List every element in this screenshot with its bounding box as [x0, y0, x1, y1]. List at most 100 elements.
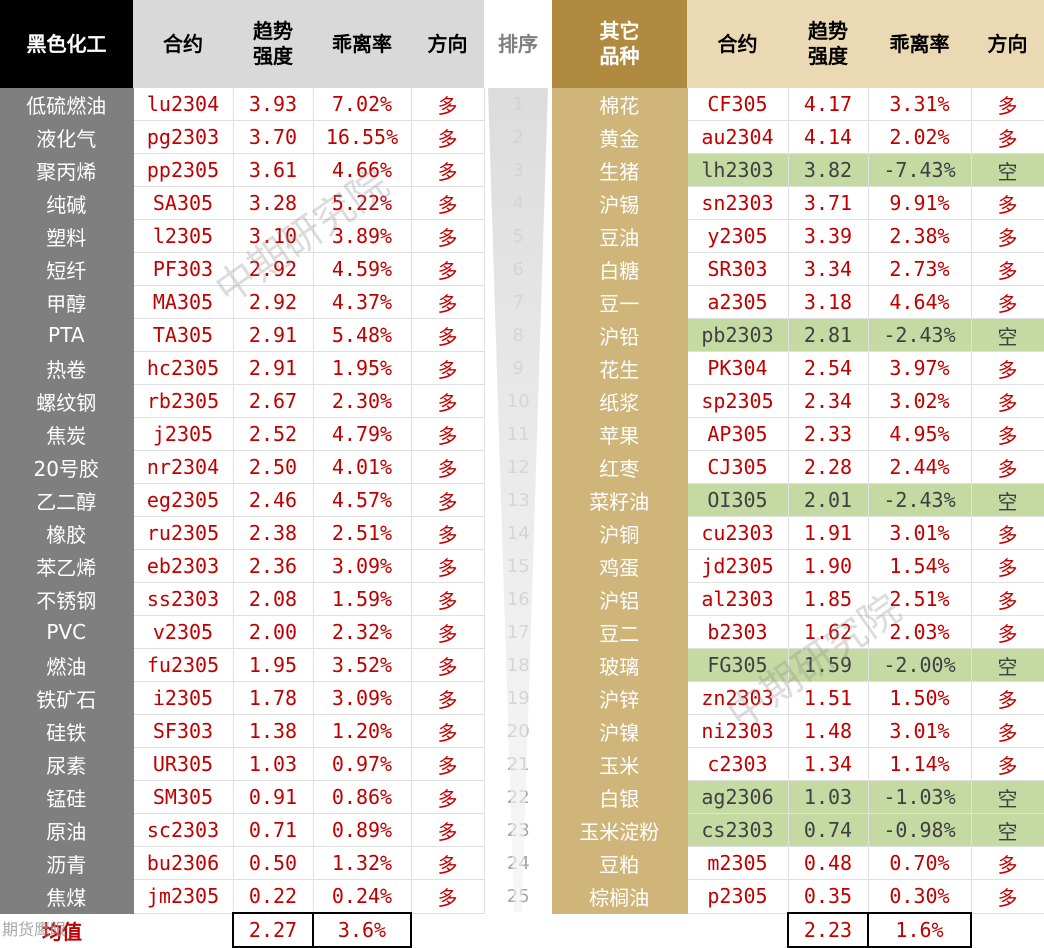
left-strength[interactable]: 2.52: [233, 417, 314, 451]
right-contract[interactable]: au2304: [687, 120, 789, 154]
rank-number[interactable]: 8: [512, 324, 524, 346]
left-contract[interactable]: SM305: [133, 780, 234, 814]
rank-number[interactable]: 25: [506, 885, 530, 907]
rank-number[interactable]: 18: [506, 654, 530, 676]
right-contract[interactable]: a2305: [687, 285, 789, 319]
right-strength[interactable]: 4.14: [788, 120, 869, 154]
left-category-name[interactable]: 纯碱: [0, 186, 134, 220]
left-contract[interactable]: hc2305: [133, 351, 234, 385]
right-strength[interactable]: 1.85: [788, 582, 869, 616]
right-contract[interactable]: FG305: [687, 648, 789, 682]
left-category-name[interactable]: PTA: [0, 318, 134, 352]
left-average-strength[interactable]: 2.27: [232, 912, 314, 948]
left-direction[interactable]: 多: [411, 516, 485, 550]
right-category-name[interactable]: 沪锌: [552, 681, 688, 715]
right-strength[interactable]: 3.82: [788, 153, 869, 187]
left-strength[interactable]: 2.92: [233, 252, 314, 286]
right-strength[interactable]: 1.59: [788, 648, 869, 682]
right-direction[interactable]: 多: [971, 879, 1044, 914]
right-direction[interactable]: 多: [971, 615, 1044, 649]
right-category-name[interactable]: 豆粕: [552, 846, 688, 880]
left-strength[interactable]: 1.95: [233, 648, 314, 682]
left-category-name[interactable]: 铁矿石: [0, 681, 134, 715]
right-deviation[interactable]: 3.01%: [868, 714, 972, 748]
left-strength[interactable]: 2.50: [233, 450, 314, 484]
left-category-name[interactable]: 沥青: [0, 846, 134, 880]
right-direction[interactable]: 空: [971, 648, 1044, 682]
left-direction[interactable]: 多: [411, 714, 485, 748]
left-deviation[interactable]: 0.86%: [313, 780, 412, 814]
right-category-name[interactable]: 花生: [552, 351, 688, 385]
right-direction[interactable]: 多: [971, 417, 1044, 451]
left-contract[interactable]: TA305: [133, 318, 234, 352]
rank-number[interactable]: 3: [512, 159, 524, 181]
right-category-name[interactable]: 红枣: [552, 450, 688, 484]
right-strength[interactable]: 1.90: [788, 549, 869, 583]
left-category-name[interactable]: 焦炭: [0, 417, 134, 451]
right-contract[interactable]: CF305: [687, 88, 789, 121]
right-direction[interactable]: 多: [971, 88, 1044, 121]
left-contract[interactable]: PF303: [133, 252, 234, 286]
left-contract[interactable]: v2305: [133, 615, 234, 649]
right-deviation[interactable]: 0.30%: [868, 879, 972, 914]
right-contract[interactable]: ag2306: [687, 780, 789, 814]
left-contract[interactable]: rb2305: [133, 384, 234, 418]
left-deviation[interactable]: 4.79%: [313, 417, 412, 451]
right-deviation[interactable]: 2.38%: [868, 219, 972, 253]
right-strength[interactable]: 2.34: [788, 384, 869, 418]
right-category-name[interactable]: 沪镍: [552, 714, 688, 748]
right-contract[interactable]: c2303: [687, 747, 789, 781]
right-deviation[interactable]: 3.97%: [868, 351, 972, 385]
left-category-name[interactable]: 尿素: [0, 747, 134, 781]
right-category-name[interactable]: 玉米: [552, 747, 688, 781]
header-right-deviation[interactable]: 乖离率: [868, 0, 971, 88]
right-contract[interactable]: p2305: [687, 879, 789, 914]
left-direction[interactable]: 多: [411, 120, 485, 154]
left-strength[interactable]: 3.28: [233, 186, 314, 220]
left-contract[interactable]: ru2305: [133, 516, 234, 550]
left-deviation[interactable]: 3.89%: [313, 219, 412, 253]
left-direction[interactable]: 多: [411, 615, 485, 649]
header-right-strength[interactable]: 趋势 强度: [788, 0, 868, 88]
header-left-category[interactable]: 黑色化工: [0, 0, 133, 88]
left-direction[interactable]: 多: [411, 285, 485, 319]
rank-number[interactable]: 24: [506, 852, 530, 874]
left-contract[interactable]: eg2305: [133, 483, 234, 517]
right-strength[interactable]: 1.03: [788, 780, 869, 814]
right-strength[interactable]: 1.91: [788, 516, 869, 550]
rank-number[interactable]: 15: [506, 555, 530, 577]
right-strength[interactable]: 0.74: [788, 813, 869, 847]
left-contract[interactable]: fu2305: [133, 648, 234, 682]
header-right-direction[interactable]: 方向: [971, 0, 1044, 88]
right-direction[interactable]: 多: [971, 516, 1044, 550]
left-strength[interactable]: 3.10: [233, 219, 314, 253]
left-strength[interactable]: 1.38: [233, 714, 314, 748]
left-direction[interactable]: 多: [411, 813, 485, 847]
left-category-name[interactable]: 原油: [0, 813, 134, 847]
rank-number[interactable]: 17: [506, 621, 530, 643]
left-strength[interactable]: 2.00: [233, 615, 314, 649]
left-contract[interactable]: eb2303: [133, 549, 234, 583]
right-contract[interactable]: y2305: [687, 219, 789, 253]
left-deviation[interactable]: 5.22%: [313, 186, 412, 220]
right-direction[interactable]: 多: [971, 285, 1044, 319]
left-contract[interactable]: j2305: [133, 417, 234, 451]
right-direction[interactable]: 多: [971, 846, 1044, 880]
left-category-name[interactable]: 螺纹钢: [0, 384, 134, 418]
left-category-name[interactable]: 不锈钢: [0, 582, 134, 616]
rank-number[interactable]: 11: [506, 423, 530, 445]
right-strength[interactable]: 4.17: [788, 88, 869, 121]
rank-number[interactable]: 1: [512, 93, 524, 115]
left-strength[interactable]: 2.91: [233, 318, 314, 352]
right-contract[interactable]: ni2303: [687, 714, 789, 748]
right-direction[interactable]: 空: [971, 780, 1044, 814]
right-direction[interactable]: 多: [971, 351, 1044, 385]
right-strength[interactable]: 1.62: [788, 615, 869, 649]
left-contract[interactable]: pp2305: [133, 153, 234, 187]
left-strength[interactable]: 2.92: [233, 285, 314, 319]
right-strength[interactable]: 3.34: [788, 252, 869, 286]
right-strength[interactable]: 2.81: [788, 318, 869, 352]
right-deviation[interactable]: 3.01%: [868, 516, 972, 550]
left-contract[interactable]: ss2303: [133, 582, 234, 616]
right-direction[interactable]: 空: [971, 483, 1044, 517]
